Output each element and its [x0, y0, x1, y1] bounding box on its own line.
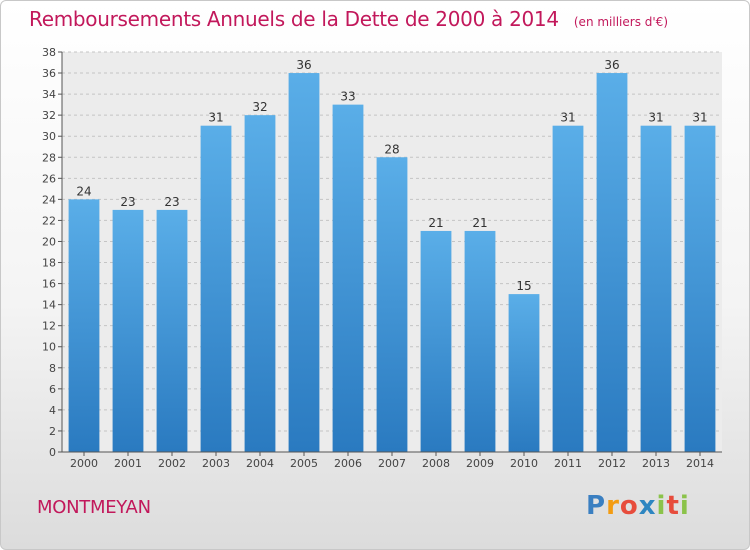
logo-letter: r — [606, 491, 620, 521]
y-tick-label: 16 — [42, 278, 56, 291]
data-labels: 24 23 23 31 32 36 33 28 21 21 15 31 36 31 31 — [76, 58, 707, 293]
logo-letter: o — [619, 491, 639, 521]
data-label: 31 — [208, 111, 223, 125]
y-tick-label: 0 — [49, 446, 56, 459]
y-tick-label: 22 — [42, 214, 56, 227]
data-label: 23 — [164, 195, 179, 209]
bar — [684, 125, 716, 453]
data-label: 32 — [252, 100, 267, 114]
x-tick-label: 2002 — [158, 457, 186, 470]
bar — [112, 209, 144, 452]
commune-name: MONTMEYAN — [37, 497, 151, 518]
x-tick-label: 2011 — [554, 457, 582, 470]
x-tick-label: 2010 — [510, 457, 538, 470]
data-label: 15 — [516, 279, 531, 293]
bar — [200, 125, 232, 453]
bar — [68, 199, 100, 452]
bar — [464, 230, 496, 452]
y-tick-label: 2 — [49, 425, 56, 438]
bar — [156, 209, 188, 452]
y-tick-label: 18 — [42, 257, 56, 270]
logo-letter: x — [638, 491, 657, 521]
data-label: 31 — [560, 111, 575, 125]
x-tick-label: 2005 — [290, 457, 318, 470]
y-tick-label: 4 — [49, 404, 56, 417]
title-block: Remboursements Annuels de la Dette de 20… — [29, 7, 668, 31]
x-tick-label: 2006 — [334, 457, 362, 470]
y-tick-label: 12 — [42, 320, 56, 333]
data-label: 31 — [692, 111, 707, 125]
x-tick-label: 2007 — [378, 457, 406, 470]
bar — [244, 115, 276, 452]
x-tick-label: 2000 — [70, 457, 98, 470]
data-label: 28 — [384, 142, 399, 156]
proxiti-logo: Proxiti — [586, 491, 690, 521]
logo-letter: t — [666, 491, 680, 521]
bar — [640, 125, 672, 453]
y-tick-label: 14 — [42, 299, 56, 312]
x-tick-label: 2014 — [686, 457, 714, 470]
bar — [420, 230, 452, 452]
y-tick-label: 32 — [42, 109, 56, 122]
bar — [508, 294, 540, 452]
x-axis: 2000 2001 2002 2003 2004 2005 2006 2007 2008 2009… — [62, 451, 722, 470]
data-label: 36 — [604, 58, 619, 72]
data-label: 36 — [296, 58, 311, 72]
x-tick-label: 2004 — [246, 457, 274, 470]
x-tick-label: 2013 — [642, 457, 670, 470]
x-tick-label: 2009 — [466, 457, 494, 470]
y-tick-label: 30 — [42, 130, 56, 143]
data-label: 21 — [472, 216, 487, 230]
logo-letter: i — [656, 491, 667, 521]
data-label: 21 — [428, 216, 443, 230]
bar — [596, 73, 628, 452]
data-label: 24 — [76, 184, 91, 198]
x-tick-label: 2012 — [598, 457, 626, 470]
bars — [68, 73, 716, 453]
y-tick-label: 28 — [42, 151, 56, 164]
logo-letter: i — [679, 491, 690, 521]
y-tick-label: 6 — [49, 383, 56, 396]
y-tick-label: 20 — [42, 235, 56, 248]
chart-subtitle: (en milliers d'€) — [573, 15, 668, 29]
x-tick-label: 2008 — [422, 457, 450, 470]
y-tick-label: 36 — [42, 67, 56, 80]
y-tick-label: 34 — [42, 88, 56, 101]
logo-letter: P — [586, 491, 607, 521]
x-tick-label: 2001 — [114, 457, 142, 470]
y-tick-label: 10 — [42, 341, 56, 354]
y-tick-label: 24 — [42, 193, 56, 206]
chart-title: Remboursements Annuels de la Dette de 20… — [29, 7, 559, 31]
y-tick-label: 38 — [42, 46, 56, 59]
data-label: 23 — [120, 195, 135, 209]
x-tick-label: 2003 — [202, 457, 230, 470]
data-label: 31 — [648, 111, 663, 125]
bar — [552, 125, 584, 453]
y-tick-label: 26 — [42, 172, 56, 185]
bar — [332, 104, 364, 452]
data-label: 33 — [340, 90, 355, 104]
bar — [288, 73, 320, 452]
bar — [376, 157, 408, 452]
y-tick-label: 8 — [49, 362, 56, 375]
